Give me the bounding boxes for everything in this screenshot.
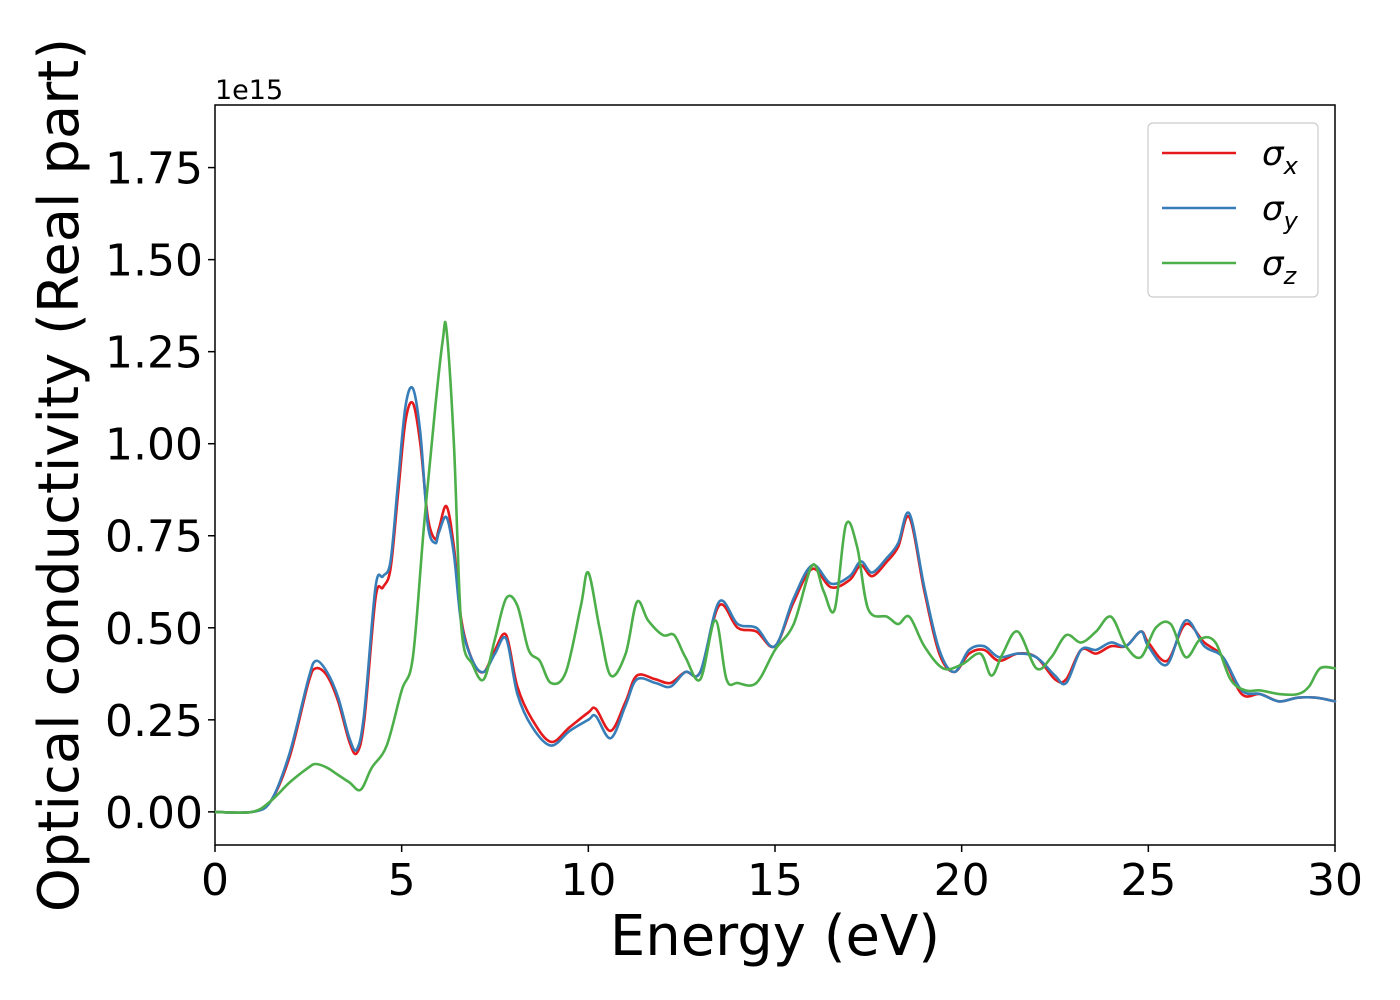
y-tick-label: 1.50 [105, 236, 203, 287]
y-axis-ticks: 0.00 0.25 0.50 0.75 1.00 1.25 1.50 1.75 [105, 144, 215, 839]
y-tick-label: 1.00 [105, 420, 203, 471]
x-tick-label: 30 [1307, 855, 1363, 906]
legend-subscript: y [1283, 207, 1299, 235]
y-axis-offset-label: 1e15 [215, 75, 283, 106]
y-tick-label: 1.75 [105, 144, 203, 195]
legend-label-x: σx [1262, 134, 1299, 180]
x-tick-label: 15 [747, 855, 803, 906]
legend-label-y: σy [1262, 189, 1299, 235]
x-tick-label: 0 [201, 855, 229, 906]
y-tick-label: 0.75 [105, 512, 203, 563]
y-tick-label: 0.50 [105, 604, 203, 655]
series-line-y [213, 386, 1337, 814]
legend-frame [1147, 122, 1319, 298]
series-layer [213, 320, 1337, 814]
y-tick-label: 1.25 [105, 328, 203, 379]
y-axis-label: Optical conductivity (Real part) [27, 38, 92, 912]
x-axis-ticks: 0 5 10 15 20 25 30 [201, 845, 1363, 906]
series-line-z [213, 320, 1337, 814]
x-tick-label: 25 [1120, 855, 1176, 906]
y-tick-label: 0.25 [105, 696, 203, 747]
legend-subscript: x [1283, 152, 1299, 180]
x-tick-label: 20 [934, 855, 990, 906]
x-tick-label: 10 [560, 855, 616, 906]
x-axis-label: Energy (eV) [610, 904, 940, 969]
legend-symbol: σ [1262, 189, 1285, 229]
legend-subscript: z [1283, 262, 1298, 290]
legend-symbol: σ [1262, 134, 1285, 174]
legend-symbol: σ [1262, 244, 1285, 284]
legend-label-z: σz [1262, 244, 1298, 290]
x-tick-label: 5 [388, 855, 416, 906]
y-tick-label: 0.00 [105, 788, 203, 839]
